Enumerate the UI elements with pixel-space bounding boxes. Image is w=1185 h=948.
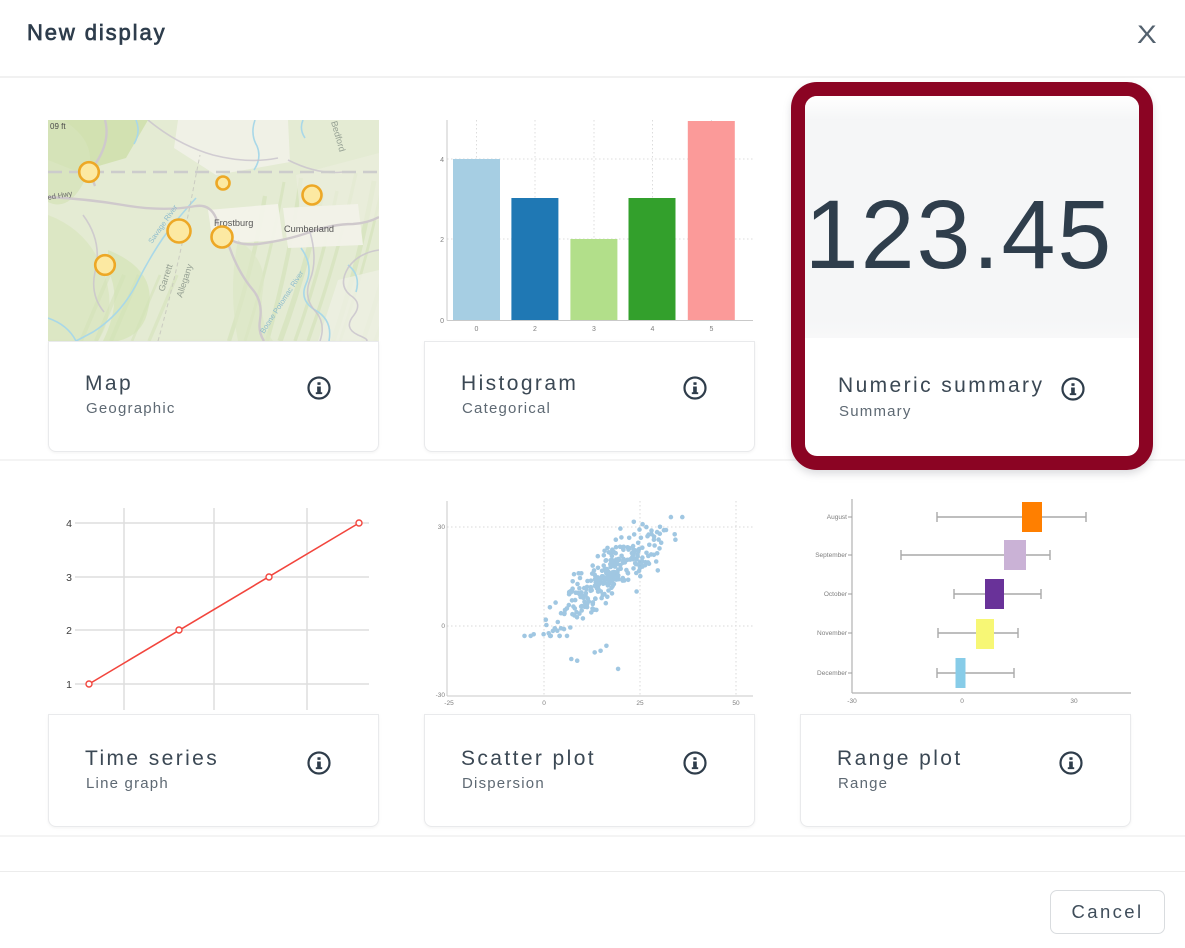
svg-text:Cumberland: Cumberland (284, 224, 334, 234)
svg-text:-30: -30 (847, 698, 857, 705)
svg-text:-25: -25 (444, 700, 454, 707)
svg-text:0: 0 (441, 623, 445, 630)
svg-text:December: December (817, 670, 848, 677)
svg-text:4: 4 (651, 326, 655, 333)
svg-text:October: October (824, 591, 848, 598)
svg-text:5: 5 (709, 326, 713, 333)
svg-text:30: 30 (1070, 698, 1078, 705)
svg-text:4: 4 (440, 157, 444, 164)
svg-text:November: November (817, 630, 848, 637)
svg-text:3: 3 (592, 326, 596, 333)
svg-text:2: 2 (440, 237, 444, 244)
svg-text:0: 0 (440, 318, 444, 325)
svg-text:ed Hwy: ed Hwy (48, 189, 73, 202)
svg-text:30: 30 (438, 524, 446, 531)
svg-text:25: 25 (636, 700, 644, 707)
svg-text:3: 3 (66, 572, 72, 584)
svg-text:2: 2 (66, 625, 72, 637)
svg-text:50: 50 (732, 700, 740, 707)
svg-text:1: 1 (66, 679, 72, 691)
svg-text:Frostburg: Frostburg (214, 218, 253, 228)
svg-text:2: 2 (533, 326, 537, 333)
svg-text:09 ft: 09 ft (50, 122, 66, 131)
svg-text:0: 0 (475, 326, 479, 333)
svg-text:September: September (815, 552, 848, 559)
svg-text:4: 4 (66, 518, 72, 530)
svg-text:August: August (827, 514, 847, 521)
svg-text:0: 0 (960, 698, 964, 705)
svg-text:-30: -30 (436, 692, 446, 699)
svg-text:0: 0 (542, 700, 546, 707)
